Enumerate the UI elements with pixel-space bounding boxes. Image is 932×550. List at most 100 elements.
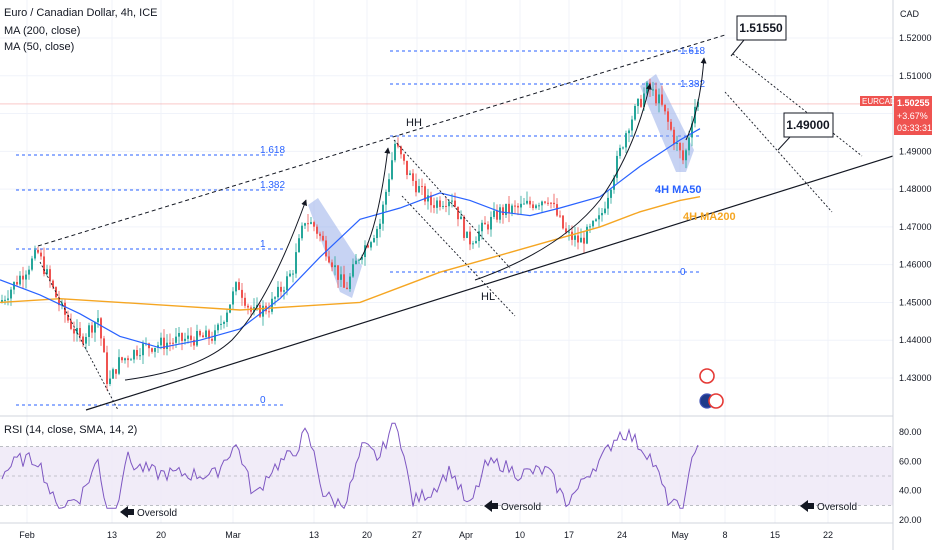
candle-body	[316, 226, 318, 234]
currency-label: CAD	[900, 9, 920, 19]
candle-body	[385, 191, 387, 205]
candle-body	[559, 215, 561, 217]
time-tick: 20	[156, 530, 166, 540]
candle-body	[373, 238, 375, 243]
candle-body	[4, 299, 6, 301]
candle-body	[661, 94, 663, 105]
candle-body	[493, 210, 495, 217]
candle-body	[499, 207, 501, 220]
candle-body	[589, 226, 591, 228]
candle-body	[406, 160, 408, 175]
ma200-line	[0, 196, 701, 311]
candle-body	[460, 216, 462, 220]
candle-body	[283, 290, 285, 292]
fib-left-label: 0	[260, 395, 266, 406]
time-tick: 24	[617, 530, 627, 540]
candle-body	[205, 330, 207, 338]
candle-body	[274, 297, 276, 299]
candle-body	[247, 305, 249, 308]
candle-body	[613, 177, 615, 190]
fib-right-label: 1.618	[680, 46, 705, 57]
price-tick: 1.52000	[899, 33, 932, 43]
candle-body	[511, 205, 513, 213]
candle-body	[154, 347, 156, 352]
candle-body	[526, 200, 528, 204]
price-tick: 1.43000	[899, 373, 932, 383]
time-tick: 17	[564, 530, 574, 540]
candle-body	[106, 352, 108, 384]
candle-body	[85, 336, 87, 344]
candle-body	[571, 231, 573, 240]
candle-body	[163, 337, 165, 349]
hh-label: HH	[406, 117, 422, 129]
candle-body	[121, 357, 123, 361]
candle-body	[208, 330, 210, 339]
candle-body	[190, 335, 192, 340]
candle-body	[307, 223, 309, 225]
candle-body	[211, 338, 213, 341]
ma200-annotation: 4H MA200	[683, 211, 736, 223]
target-high-box	[736, 15, 787, 41]
candle-body	[25, 274, 27, 280]
candle-body	[76, 328, 78, 334]
ma50-line	[0, 128, 701, 349]
candle-body	[436, 200, 438, 208]
candle-body	[580, 237, 582, 243]
candle-body	[691, 123, 693, 138]
candle-body	[151, 348, 153, 352]
candle-body	[31, 258, 33, 270]
price-tick: 1.47000	[899, 222, 932, 232]
oversold-arrow-icon	[484, 500, 498, 512]
candle-body	[169, 342, 171, 344]
candle-body	[166, 342, 168, 349]
ma200-legend: MA (200, close)	[4, 25, 81, 37]
symbol-badge-text: EURCAD	[862, 97, 896, 106]
time-tick: Feb	[19, 530, 35, 540]
candle-body	[640, 98, 642, 107]
candle-body	[514, 205, 516, 207]
candle-body	[490, 216, 492, 230]
candle-body	[379, 223, 381, 229]
symbol-badge	[860, 96, 892, 106]
highlight-box	[308, 198, 362, 298]
candle-body	[52, 280, 54, 288]
candle-body	[124, 358, 126, 361]
candle-body	[544, 201, 546, 203]
candle-body	[616, 155, 618, 178]
candle-body	[601, 213, 603, 216]
trend-drawings: HH HL 4H MA50 4H MA200 1.51550 1.49000	[37, 15, 894, 411]
candle-body	[142, 343, 144, 356]
candle-body	[397, 143, 399, 147]
time-tick: Mar	[225, 530, 241, 540]
candle-body	[226, 312, 228, 323]
candle-body	[670, 121, 672, 130]
fib-right-label: 1.382	[680, 79, 705, 90]
projection-arrow	[685, 57, 707, 141]
candle-body	[238, 282, 240, 290]
candle-body	[652, 89, 654, 91]
candle-body	[223, 322, 225, 324]
candle-body	[346, 287, 348, 289]
candle-body	[193, 339, 195, 346]
candle-body	[472, 243, 474, 245]
candle-body	[604, 208, 606, 214]
fib-levels: 1.618 1.382 1 0 1.618 1.382 0	[16, 46, 705, 406]
moving-averages	[0, 128, 701, 349]
resistance-trendline	[37, 34, 726, 247]
candle-body	[280, 286, 282, 292]
candle-body	[619, 147, 621, 156]
event-flag-icon	[699, 368, 715, 384]
candle-body	[688, 137, 690, 151]
candle-body	[184, 338, 186, 341]
time-tick: 13	[107, 530, 117, 540]
candle-body	[358, 259, 360, 261]
candle-body	[73, 328, 75, 334]
candle-body	[679, 142, 681, 151]
candle-body	[556, 204, 558, 216]
symbol-title: Euro / Canadian Dollar, 4h, ICE	[4, 7, 158, 19]
candle-body	[361, 257, 363, 260]
candle-body	[229, 304, 231, 313]
candle-body	[625, 133, 627, 148]
candle-body	[685, 150, 687, 161]
